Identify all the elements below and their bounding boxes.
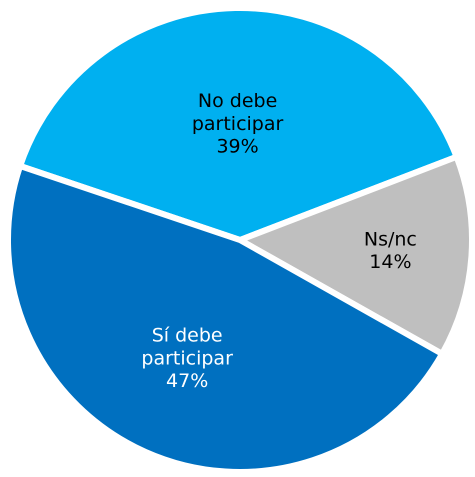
slice-label-line: Sí debe bbox=[152, 324, 223, 346]
value-label: 47% bbox=[166, 370, 208, 392]
pie-slice bbox=[237, 153, 475, 357]
slice-label-line: participar bbox=[141, 347, 233, 369]
value-label: 14% bbox=[369, 251, 411, 273]
pie-slice bbox=[17, 5, 460, 243]
slice-label-line: Ns/nc bbox=[364, 228, 417, 250]
slice-label-line: participar bbox=[192, 113, 284, 135]
slice-label: Ns/nc bbox=[364, 228, 417, 250]
value-label: 39% bbox=[216, 136, 258, 158]
pie-slice bbox=[5, 163, 446, 475]
slice-label: Sí debe participar bbox=[141, 324, 233, 369]
slice-label: No debe participar bbox=[192, 90, 284, 135]
slice-label-line: No debe bbox=[198, 90, 277, 112]
